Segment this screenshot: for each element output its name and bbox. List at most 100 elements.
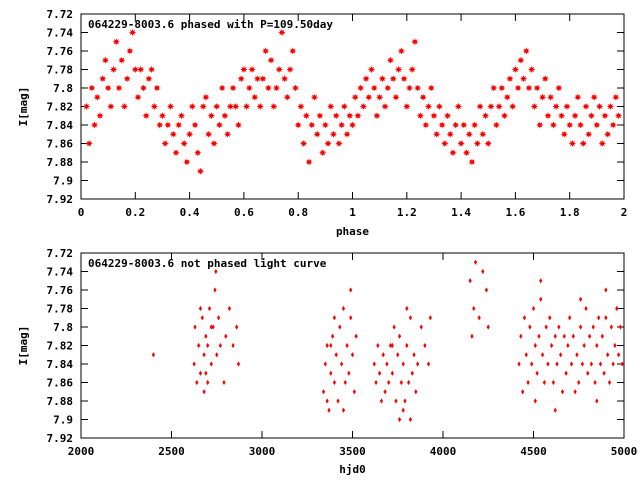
phased-data-point [286,65,294,74]
phased-data-point [253,75,262,83]
phased-ytick-label: 7.92 [47,193,74,206]
unphased-data-point [195,379,199,386]
phased-data-point [479,130,487,138]
phased-data-point [446,130,454,138]
unphased-data-point [410,370,414,376]
phased-yaxis-label: I[mag] [17,87,30,127]
phased-data-point [517,56,525,64]
unphased-data-point [392,324,396,330]
phased-data-point [294,121,302,129]
unphased-data-point [533,398,537,404]
unphased-data-point [215,352,219,358]
unphased-data-point [350,352,355,358]
unphased-data-point [569,361,574,367]
phased-data-point [234,121,243,129]
unphased-data-point [481,268,485,275]
phased-data-point [251,93,259,101]
phased-data-point [370,84,378,92]
unphased-data-point [227,305,232,312]
phased-data-point [262,47,270,55]
phased-data-point [99,75,107,83]
phased-data-point [500,112,509,120]
unphased-data-point [535,370,539,376]
unphased-data-point [591,324,595,330]
phased-ytick-label: 7.8 [53,82,73,95]
unphased-data-point [343,379,347,386]
unphased-data-point [383,389,387,395]
phased-data-point [484,139,492,148]
unphased-data-point [580,361,584,367]
unphased-data-point [379,398,384,404]
phased-xtick-label: 1.8 [560,206,580,219]
unphased-data-point [575,352,579,358]
unphased-data-point [423,342,427,349]
phased-data-point [568,139,577,148]
phased-data-point [395,65,403,74]
unphased-data-point [524,352,528,358]
unphased-xtick-label: 2000 [68,445,95,458]
phased-data-point [101,56,110,64]
phased-data-point [115,84,123,92]
phased-data-points [82,28,623,175]
unphased-data-point [595,398,599,404]
unphased-data-point [231,342,235,349]
unphased-ytick-label: 7.78 [47,303,74,316]
unphased-data-point [332,379,336,386]
phased-data-point [264,84,272,92]
unphased-data-point [394,398,398,404]
phased-data-point [511,65,519,74]
phased-xtick-label: 0.4 [180,206,200,219]
phased-data-point [351,93,359,101]
phased-data-point [300,139,308,148]
phased-data-point [319,149,327,157]
phased-data-point [595,102,604,111]
unphased-ytick-label: 7.76 [47,284,74,297]
phased-data-point [598,139,606,148]
unphased-data-point [396,352,400,358]
unphased-data-point [428,315,432,321]
phased-data-point [316,112,324,120]
unphased-data-point [390,370,394,376]
phased-data-point [240,65,248,74]
unphased-data-point [209,324,213,330]
phased-data-point [419,93,427,101]
unphased-ticks: 2000 2500 3000 3500 4000 4500 5000 7.72 7.74 7.76… [47,247,638,458]
phased-data-point [272,84,281,92]
phased-data-point [191,121,199,129]
unphased-data-point [531,305,536,312]
phased-data-point [476,102,484,111]
phased-data-point [424,102,433,111]
unphased-data-point [611,361,615,367]
phased-data-point [509,102,517,111]
unphased-xtick-label: 3500 [339,445,366,458]
phased-xtick-label: 1.2 [397,206,417,219]
unphased-data-point [542,379,546,386]
unphased-data-point [539,296,543,302]
unphased-data-point [468,278,472,284]
unphased-xtick-label: 4000 [430,445,457,458]
phased-xtick-label: 0 [78,206,85,219]
unphased-data-point [566,342,570,349]
unphased-data-point [486,324,490,330]
phased-data-point [177,112,186,120]
unphased-data-point [598,361,603,367]
unphased-data-point [399,379,403,386]
phased-xtick-label: 2 [621,206,628,219]
unphased-data-point [334,352,338,358]
unphased-data-point [397,416,402,423]
unphased-data-point [416,361,420,367]
unphased-ytick-label: 7.74 [47,266,74,279]
unphased-data-point [577,379,581,386]
phased-data-point [134,93,142,101]
unphased-data-point [325,398,329,404]
phased-data-point [270,102,278,111]
phased-data-point [207,112,215,120]
phased-data-point [346,112,354,120]
unphased-data-point [341,407,346,413]
unphased-data-point [321,389,326,395]
unphased-data-point [401,407,405,413]
phased-data-point [305,158,313,166]
unphased-data-point [390,342,394,349]
phased-data-point [576,121,585,129]
